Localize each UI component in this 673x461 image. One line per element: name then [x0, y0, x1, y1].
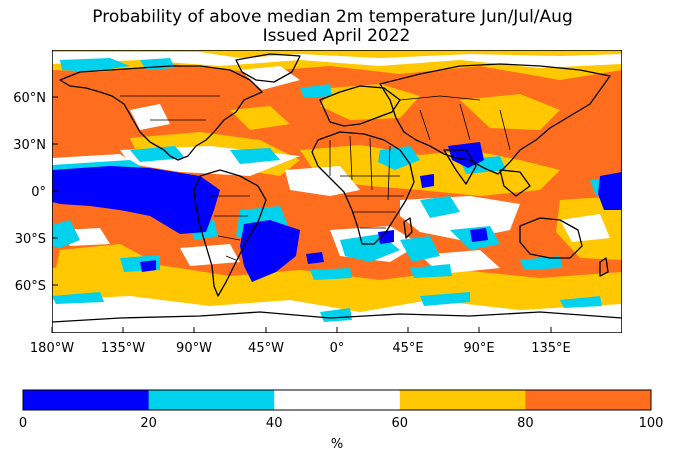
lon-tick-label: 45°E: [392, 341, 423, 356]
colorbar-tick-label: 60: [392, 416, 409, 431]
country-borders: [120, 95, 511, 261]
field-0-20: [52, 142, 622, 282]
colorbar-bin-0-20: [23, 390, 150, 410]
title-line-1: Probability of above median 2m temperatu…: [92, 7, 573, 27]
colorbar-tick-label: 40: [266, 416, 283, 431]
lat-tick-label: 30°S: [15, 232, 46, 247]
lat-tick-label: 30°N: [13, 138, 46, 153]
colorbar-tick-label: 100: [639, 416, 664, 431]
lon-tick-label: 135°E: [531, 341, 571, 356]
colorbar-bin-20-40: [148, 390, 275, 410]
colorbar-bin-80-100: [525, 390, 652, 410]
colorbar: 0 20 40 60 80 100 %: [19, 389, 664, 452]
colorbar-tick-label: 20: [140, 416, 157, 431]
colorbar-bin-40-60: [274, 390, 401, 410]
probability-map: [52, 50, 622, 333]
colorbar-tick-label: 0: [19, 416, 27, 431]
colorbar-unit-label: %: [331, 437, 343, 452]
colorbar-tick-label: 80: [517, 416, 534, 431]
colorbar-bin-60-80: [399, 390, 526, 410]
colorbar-frame: [22, 389, 652, 411]
lon-tick-label: 135°W: [101, 341, 145, 356]
lon-tick-label: 180°W: [30, 341, 74, 356]
map-tick-marks: [51, 96, 552, 333]
lon-tick-label: 45°W: [248, 341, 284, 356]
chart-title: Probability of above median 2m temperatu…: [0, 8, 673, 46]
lat-tick-label: 0°: [31, 185, 46, 200]
lat-axis: 60°N 30°N 0° 30°S 60°S: [13, 91, 46, 294]
lon-axis: 180°W 135°W 90°W 45°W 0° 45°E 90°E 135°E: [30, 341, 571, 356]
lon-tick-label: 0°: [330, 341, 345, 356]
lat-tick-label: 60°S: [15, 279, 46, 294]
lon-tick-label: 90°W: [176, 341, 212, 356]
lon-tick-label: 90°E: [463, 341, 494, 356]
coastlines: [52, 53, 622, 323]
lat-tick-label: 60°N: [13, 91, 46, 106]
title-line-2: Issued April 2022: [262, 26, 411, 46]
